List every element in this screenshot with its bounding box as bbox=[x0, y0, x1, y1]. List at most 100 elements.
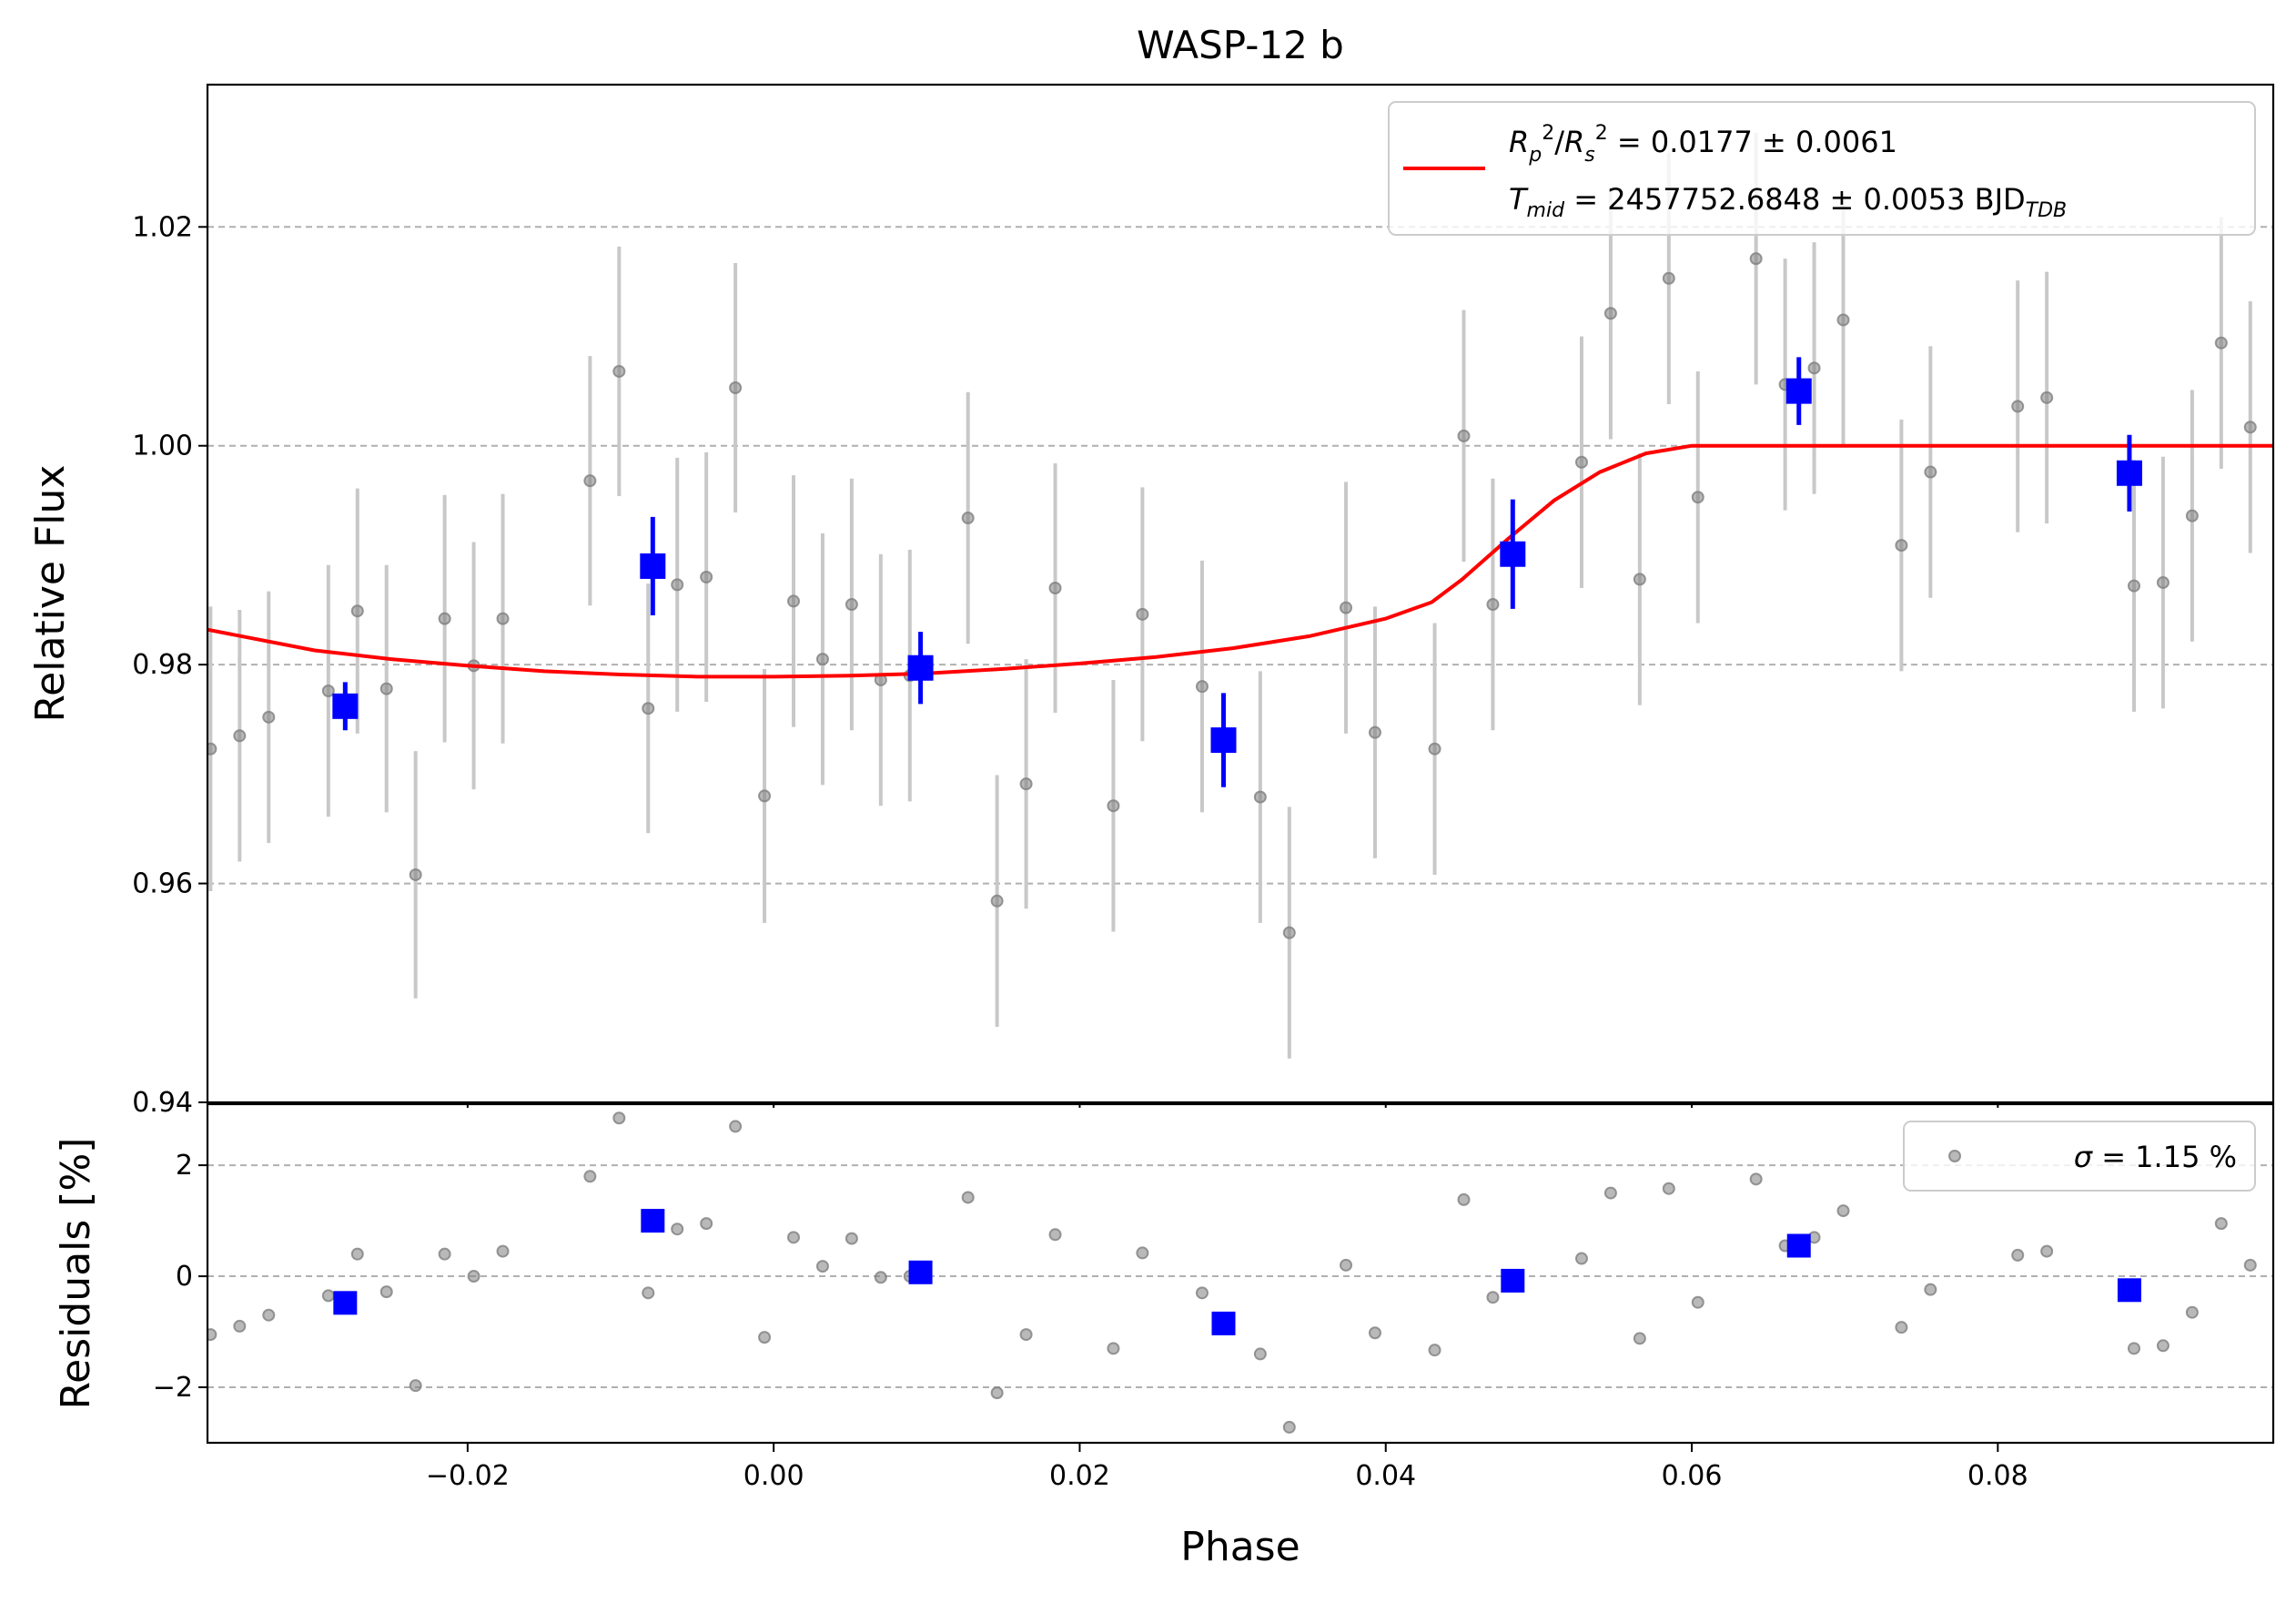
raw-point bbox=[262, 710, 276, 724]
raw-point bbox=[2127, 579, 2140, 593]
main-legend-box bbox=[1388, 101, 2256, 236]
raw-point bbox=[671, 578, 684, 592]
raw-point bbox=[729, 380, 743, 394]
raw-point bbox=[700, 570, 713, 583]
residuals-panel: −2 0 2 −0.02 0.00 0.02 0.04 0.06 0.08 Residuals… bbox=[53, 1102, 2275, 1570]
residuals-raw-points bbox=[207, 1111, 2273, 1434]
binned-point bbox=[2116, 460, 2142, 486]
main-y-tick-label: 0.96 bbox=[132, 868, 193, 900]
residual-raw-point bbox=[262, 1308, 276, 1322]
raw-point bbox=[990, 894, 1004, 908]
residual-raw-point bbox=[990, 1386, 1004, 1400]
x-tick-label: 0.02 bbox=[1049, 1460, 1110, 1492]
binned-point bbox=[640, 553, 666, 579]
legend-mid-time-text: Tmid = 2457752.6848 ± 0.0053 BJDTDB bbox=[1509, 182, 2067, 222]
residual-binned-point bbox=[1786, 1233, 1811, 1258]
residual-raw-point bbox=[2011, 1248, 2025, 1262]
residual-raw-point bbox=[1048, 1228, 1062, 1242]
raw-point bbox=[2040, 391, 2054, 404]
residuals-y-axis-label: Residuals [%] bbox=[53, 1138, 99, 1410]
raw-point bbox=[1486, 598, 1500, 612]
residual-raw-point bbox=[1924, 1283, 1937, 1296]
raw-point bbox=[2214, 336, 2228, 350]
binned-point bbox=[1785, 378, 1812, 404]
binned-point bbox=[1500, 541, 1526, 567]
raw-point bbox=[1603, 307, 1617, 320]
raw-point bbox=[233, 729, 247, 743]
residuals-legend-box bbox=[1903, 1121, 2256, 1192]
residual-binned-point bbox=[908, 1260, 933, 1284]
raw-point bbox=[642, 702, 655, 715]
residual-raw-point bbox=[409, 1379, 422, 1393]
residual-binned-point bbox=[333, 1291, 358, 1315]
residuals-y-tick-label: 2 bbox=[176, 1150, 193, 1182]
residual-raw-point bbox=[1836, 1204, 1850, 1218]
main-binned-points bbox=[332, 357, 2142, 787]
residual-raw-point bbox=[233, 1319, 247, 1333]
raw-point bbox=[1136, 607, 1149, 621]
main-y-tick-label: 0.94 bbox=[132, 1087, 193, 1119]
residual-raw-point bbox=[1340, 1258, 1353, 1272]
raw-point bbox=[1662, 271, 1675, 285]
transit-model-curve bbox=[207, 443, 2273, 679]
raw-point bbox=[2011, 400, 2025, 413]
legend-sigma-text: σ = 1.15 % bbox=[2074, 1140, 2237, 1174]
raw-point bbox=[815, 653, 829, 666]
raw-point bbox=[1368, 725, 1381, 739]
residual-raw-point bbox=[1457, 1192, 1471, 1206]
residual-raw-point bbox=[1368, 1326, 1381, 1340]
residual-raw-point bbox=[350, 1247, 364, 1261]
raw-point bbox=[2272, 558, 2273, 563]
raw-point bbox=[409, 867, 422, 881]
residual-raw-point bbox=[1019, 1328, 1033, 1342]
residual-raw-point bbox=[1574, 1252, 1588, 1265]
residuals-y-tick-label: −2 bbox=[153, 1372, 193, 1404]
x-tick-label: 0.08 bbox=[1967, 1460, 2028, 1492]
main-legend: Rp2/Rs2 = 0.0177 ± 0.0061 Tmid = 2457752… bbox=[1388, 101, 2256, 236]
raw-point bbox=[961, 512, 975, 525]
residual-raw-point bbox=[1486, 1291, 1500, 1304]
residual-raw-point bbox=[583, 1170, 597, 1183]
binned-point bbox=[1210, 727, 1237, 754]
residuals-legend: σ = 1.15 % bbox=[1903, 1121, 2256, 1192]
residuals-y-ticks: −2 0 2 bbox=[153, 1150, 207, 1404]
raw-point bbox=[1457, 429, 1471, 442]
residual-raw-point bbox=[787, 1231, 801, 1244]
legend-radius-ratio-text: Rp2/Rs2 = 0.0177 ± 0.0061 bbox=[1509, 122, 1897, 167]
raw-point bbox=[1749, 252, 1763, 266]
residual-raw-point bbox=[1107, 1342, 1120, 1355]
main-y-axis-label: Relative Flux bbox=[27, 465, 74, 723]
residual-binned-point bbox=[2117, 1278, 2141, 1303]
residual-raw-point bbox=[845, 1232, 858, 1245]
residual-raw-point bbox=[496, 1244, 510, 1258]
raw-point bbox=[583, 474, 597, 488]
residual-raw-point bbox=[815, 1260, 829, 1273]
residual-raw-point bbox=[207, 1328, 217, 1342]
residual-raw-point bbox=[2214, 1217, 2228, 1231]
raw-point bbox=[1428, 742, 1441, 756]
residual-raw-point bbox=[612, 1111, 626, 1125]
main-y-tick-label: 1.02 bbox=[132, 211, 193, 243]
residual-raw-point bbox=[1428, 1344, 1441, 1357]
residual-raw-point bbox=[1662, 1182, 1675, 1195]
raw-point bbox=[612, 364, 626, 378]
raw-point bbox=[1019, 777, 1033, 791]
raw-point bbox=[1195, 680, 1209, 694]
residual-raw-point bbox=[2156, 1339, 2170, 1353]
x-tick-label: −0.02 bbox=[426, 1460, 510, 1492]
raw-point bbox=[1107, 799, 1120, 813]
residual-raw-point bbox=[2040, 1244, 2054, 1258]
residual-raw-point bbox=[874, 1271, 887, 1284]
main-y-tick-label: 0.98 bbox=[132, 649, 193, 681]
residual-raw-point bbox=[729, 1120, 743, 1133]
raw-point bbox=[2185, 509, 2199, 522]
residual-raw-point bbox=[2127, 1342, 2140, 1355]
raw-point bbox=[1340, 601, 1353, 614]
residual-raw-point bbox=[642, 1286, 655, 1300]
residual-raw-point bbox=[1691, 1295, 1704, 1309]
residual-raw-point bbox=[2272, 1333, 2273, 1337]
main-panel-frame bbox=[206, 83, 2275, 1104]
main-y-ticks: 0.94 0.96 0.98 1.00 1.02 bbox=[132, 211, 207, 1119]
x-tick-label: 0.00 bbox=[743, 1460, 804, 1492]
raw-point bbox=[1633, 573, 1646, 586]
